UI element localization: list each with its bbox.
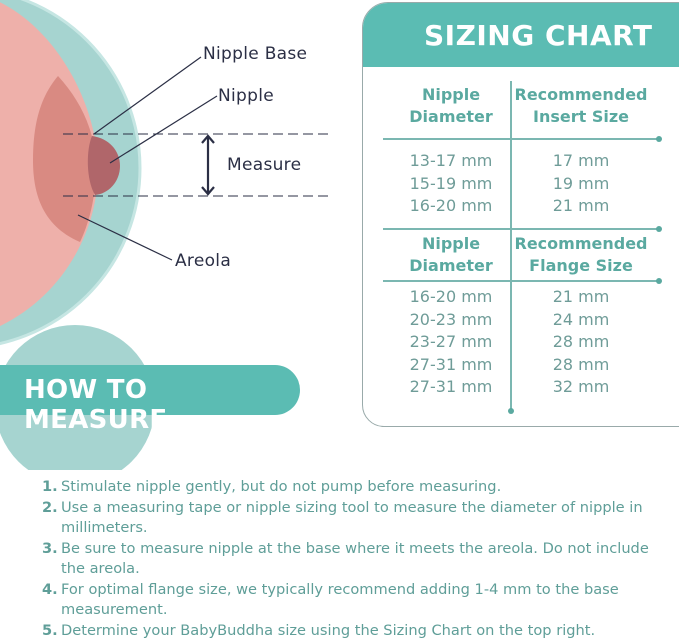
- insert-header-diameter: Nipple Diameter: [409, 85, 493, 126]
- sizing-chart-title: SIZING CHART: [424, 19, 653, 52]
- flange-size-col: 21 mm 24 mm 28 mm 28 mm 32 mm: [513, 286, 649, 399]
- measure-arrow-icon: [201, 134, 215, 196]
- instructions-list: 1. Stimulate nipple gently, but do not pu…: [42, 477, 672, 641]
- cell: 17 mm: [552, 151, 610, 170]
- sizing-chart-card: SIZING CHART Nipple Diameter Recommended…: [362, 2, 679, 427]
- cell: 13-17 mm: [409, 151, 493, 170]
- instruction-item: 4. For optimal flange size, we typically …: [42, 580, 619, 619]
- label-nipple-base: Nipple Base: [203, 44, 308, 64]
- instruction-item: 2. Use a measuring tape or nipple sizing …: [42, 498, 643, 537]
- how-to-measure-banner: HOW TO MEASURE: [0, 365, 300, 435]
- banner-title: HOW TO MEASURE: [24, 375, 168, 435]
- nipple-measure-diagram: [0, 0, 328, 470]
- label-nipple: Nipple: [218, 86, 275, 106]
- cell: 23-27 mm: [409, 332, 493, 351]
- cell: 27-31 mm: [409, 377, 493, 396]
- instruction-item: 5. Determine your BabyBuddha size using t…: [42, 621, 596, 639]
- divider: [383, 135, 662, 142]
- nipple-pointer: [109, 95, 218, 164]
- areola-shape: [33, 76, 96, 242]
- insert-header-size: Recommended Insert Size: [514, 85, 648, 126]
- cell: 27-31 mm: [409, 354, 493, 374]
- cell: 16-20 mm: [409, 287, 493, 306]
- divider: [383, 277, 662, 284]
- cell: 20-23 mm: [409, 309, 493, 329]
- insert-size-col: 17 mm 19 mm 21 mm: [513, 150, 649, 218]
- cell: 21 mm: [552, 196, 610, 215]
- cell: 15-19 mm: [409, 173, 493, 193]
- instruction-item: 3. Be sure to measure nipple at the base …: [42, 539, 649, 578]
- label-measure: Measure: [227, 155, 302, 175]
- label-areola: Areola: [175, 251, 232, 271]
- flange-header-diameter: Nipple Diameter: [409, 234, 493, 275]
- flange-header-size: Recommended Flange Size: [514, 234, 648, 275]
- cell: 19 mm: [552, 173, 610, 193]
- cell: 28 mm: [552, 354, 610, 374]
- cell: 24 mm: [552, 309, 610, 329]
- flange-diameter-col: 16-20 mm 20-23 mm 23-27 mm 27-31 mm 27-3…: [383, 286, 519, 399]
- sizing-chart-header: SIZING CHART: [363, 3, 679, 67]
- insert-diameter-col: 13-17 mm 15-19 mm 16-20 mm: [383, 150, 519, 218]
- divider: [383, 225, 662, 232]
- nipple-shape: [87, 136, 120, 195]
- cell: 16-20 mm: [409, 196, 493, 215]
- areola-pointer: [77, 214, 173, 261]
- nipple-base-pointer: [93, 56, 202, 135]
- cell: 28 mm: [552, 332, 610, 351]
- cell: 21 mm: [552, 287, 610, 306]
- instruction-item: 1. Stimulate nipple gently, but do not pu…: [42, 478, 502, 495]
- column-divider: [507, 81, 514, 414]
- cell: 32 mm: [552, 377, 610, 396]
